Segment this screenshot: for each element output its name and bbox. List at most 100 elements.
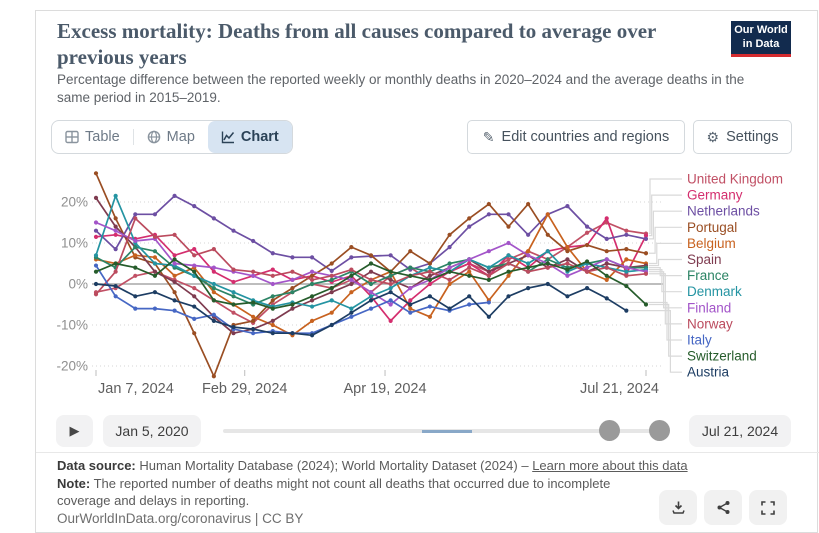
data-point-switzerland [113,261,118,266]
data-point-netherlands [231,228,236,233]
note-label: Note: [57,476,91,491]
y-axis-label-10%: 10% [61,236,88,251]
legend-connector-united-kingdom [649,178,682,235]
data-point-germany [388,318,393,323]
legend-label-spain[interactable]: Spain [687,252,722,267]
data-point-denmark [388,286,393,291]
data-point-united-kingdom [192,286,197,291]
tab-chart[interactable]: Chart [207,121,292,153]
play-button[interactable]: ▶ [56,415,93,447]
data-point-netherlands [526,232,531,237]
data-point-austria [486,314,491,319]
data-point-finland [133,238,138,244]
legend-label-finland[interactable]: Finland [687,300,731,315]
data-point-austria [192,304,197,309]
data-point-portugal [349,245,354,250]
data-point-italy [93,263,99,268]
data-point-netherlands [604,236,609,241]
data-point-france [388,273,393,278]
data-point-switzerland [565,267,570,272]
data-point-finland [172,261,177,266]
fullscreen-button[interactable] [749,490,787,525]
data-point-netherlands [211,216,216,221]
legend-label-italy[interactable]: Italy [687,333,712,348]
legend-label-france[interactable]: France [687,268,729,283]
legend-label-netherlands[interactable]: Netherlands [687,204,760,219]
data-point-spain [270,318,275,323]
legend-label-germany[interactable]: Germany [687,188,743,203]
series-line-austria[interactable] [95,283,628,337]
y-axis-label-0%: 0% [68,277,88,292]
data-point-finland [624,265,629,270]
data-point-switzerland [290,302,295,307]
data-point-germany [270,267,275,272]
data-point-germany [408,298,413,303]
data-point-norway [172,232,177,237]
data-point-austria [624,308,629,313]
legend-label-belgium[interactable]: Belgium [687,236,736,251]
legend-label-norway[interactable]: Norway [687,316,733,331]
legend-label-austria[interactable]: Austria [687,365,730,380]
data-point-finland [192,263,197,268]
data-point-germany [172,253,177,258]
data-point-spain [231,331,236,336]
data-point-belgium [526,249,531,254]
data-point-norway [192,253,197,258]
share-button[interactable] [704,490,742,525]
data-point-norway [565,261,570,266]
data-point-switzerland [133,265,138,270]
data-point-finland [408,286,413,291]
data-point-switzerland [172,257,177,262]
legend-label-united-kingdom[interactable]: United Kingdom [687,172,783,187]
timeline-start-date[interactable]: Jan 5, 2020 [103,415,201,447]
settings-button[interactable]: ⚙ Settings [693,120,792,154]
data-point-spain [192,294,197,299]
data-point-switzerland [624,283,629,289]
data-point-belgium [506,273,511,278]
data-point-portugal [368,253,374,258]
legend-connector-portugal [649,226,682,254]
data-point-italy [113,294,118,299]
owid-logo[interactable]: Our World in Data [731,21,791,57]
timeline-end-date[interactable]: Jul 21, 2024 [689,415,791,447]
cc-attribution: OurWorldInData.org/coronavirus | CC BY [57,511,304,526]
data-point-belgium [467,269,472,274]
data-point-switzerland [211,298,216,303]
data-point-united-kingdom [506,257,511,262]
data-point-netherlands [93,228,99,233]
data-point-finland [270,281,275,287]
series-line-netherlands[interactable] [95,195,647,272]
data-point-portugal [192,331,197,336]
data-point-norway [486,273,491,278]
legend-label-denmark[interactable]: Denmark [687,284,742,299]
data-point-portugal [584,242,590,248]
data-point-norway [427,269,433,274]
legend-label-portugal[interactable]: Portugal [687,220,737,235]
data-point-belgium [427,314,433,319]
edit-countries-button[interactable]: ✎ Edit countries and regions [467,120,685,154]
legend-connector-austria [629,310,682,373]
data-point-italy [368,306,374,311]
tab-map[interactable]: Map [134,121,208,153]
series-line-belgium[interactable] [95,213,647,337]
data-point-netherlands [506,212,511,217]
chart-subtitle: Percentage difference between the report… [57,72,745,106]
timeline-handle-end[interactable] [649,420,670,441]
data-point-france [447,261,452,266]
data-point-italy [152,306,158,311]
data-point-finland [93,220,99,225]
data-point-belgium [172,273,177,278]
data-point-denmark [113,193,118,198]
data-point-switzerland [486,277,491,282]
tab-table[interactable]: Table [52,121,133,153]
data-point-spain [427,273,433,278]
data-point-netherlands [172,193,177,198]
data-point-switzerland [388,269,393,274]
download-button[interactable] [659,490,697,525]
learn-more-link[interactable]: Learn more about this data [532,458,688,473]
data-point-austria [349,310,354,315]
data-point-netherlands [447,245,452,250]
data-point-portugal [624,247,629,252]
legend-label-switzerland[interactable]: Switzerland [687,349,757,364]
timeline-handle-start[interactable] [599,420,620,441]
